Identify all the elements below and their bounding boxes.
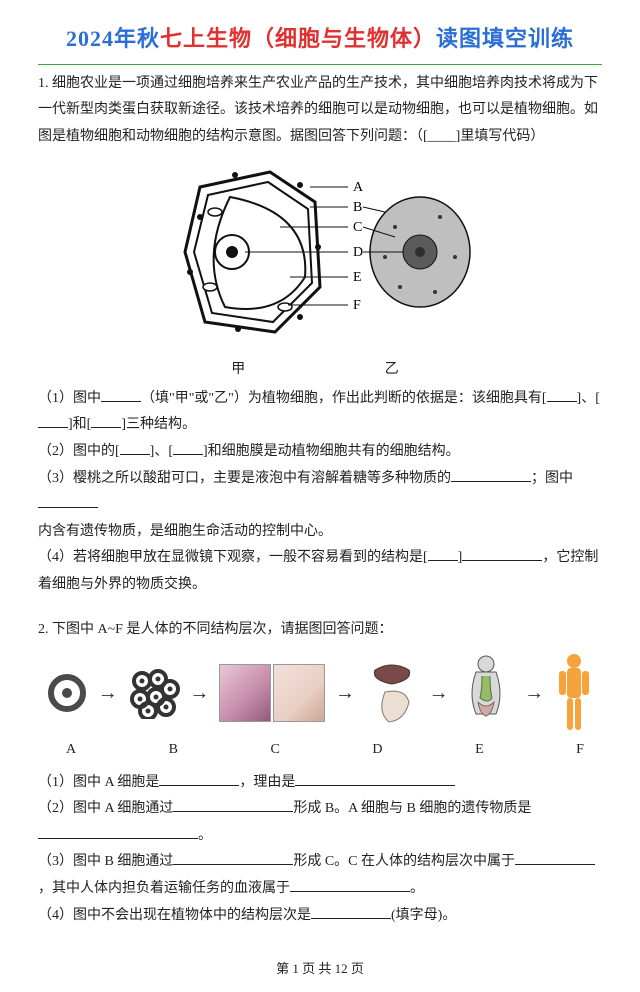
q2-figure: → → → → xyxy=(38,651,602,735)
q1-4-a: （4）若将细胞甲放在显微镜下观察，一般不容易看到的结构是[ xyxy=(38,550,428,565)
q1-1: （1）图中 （填"甲"或"乙"）为植物细胞，作出此判断的依据是：该细胞具有[ ]、[… xyxy=(38,386,602,439)
footer-total: 12 xyxy=(335,961,348,976)
q1-3: （3）樱桃之所以酸甜可口，主要是液泡中有溶解着糖等多种物质的 ；图中 内含有遗传物… xyxy=(38,466,602,546)
q1-caption: 甲 乙 xyxy=(38,357,602,384)
blank[interactable] xyxy=(295,771,455,786)
blank[interactable] xyxy=(173,797,293,812)
worksheet-page: 2024年秋七上生物（细胞与生物体）读图填空训练 1. 细胞农业是一项通过细胞培… xyxy=(0,0,640,992)
q2-1-b: ，理由是 xyxy=(239,775,295,790)
label-E: E xyxy=(353,270,362,285)
q2-1-a: （1）图中 A 细胞是 xyxy=(38,775,159,790)
blank[interactable] xyxy=(101,387,141,402)
tissue-c-icon xyxy=(219,664,325,722)
blank[interactable] xyxy=(451,467,531,482)
q2-labels: A B C D E F xyxy=(38,737,602,764)
blank[interactable] xyxy=(38,413,68,428)
system-e-icon xyxy=(458,654,514,732)
q1-3-a: （3）樱桃之所以酸甜可口，主要是液泡中有溶解着糖等多种物质的 xyxy=(38,471,451,486)
blank[interactable] xyxy=(120,440,150,455)
q1-1-a: （1）图中 xyxy=(38,391,101,406)
blank[interactable] xyxy=(547,387,577,402)
q1-1-c: ]、[ xyxy=(577,391,600,406)
q1-1-d: ]和[ xyxy=(68,417,91,432)
spacer xyxy=(38,599,602,617)
q1-2-a: （2）图中的[ xyxy=(38,444,120,459)
arrow-icon: → xyxy=(524,674,544,712)
q2-3: （3）图中 B 细胞通过 形成 C。C 在人体的结构层次中属于，其中人体内担负着运… xyxy=(38,849,602,902)
q2-label-c: C xyxy=(271,737,280,764)
footer-c: 页 xyxy=(348,961,364,976)
q1-2-c: ]和细胞膜是动植物细胞共有的细胞结构。 xyxy=(203,444,460,459)
q2-2-c: 。 xyxy=(198,828,212,843)
caption-jia: 甲 xyxy=(168,357,308,384)
label-D: D xyxy=(353,245,363,260)
blank[interactable] xyxy=(515,850,595,865)
q2-3-d: 。 xyxy=(410,881,424,896)
label-F: F xyxy=(353,298,361,313)
q2-label-e: E xyxy=(475,737,484,764)
q2-4-b: (填字母)。 xyxy=(391,908,456,923)
q1-1-b: （填"甲"或"乙"）为植物细胞，作出此判断的依据是：该细胞具有[ xyxy=(141,391,547,406)
title-year: 2024年秋 xyxy=(66,26,160,51)
q1-1-e: ]三种结构。 xyxy=(121,417,196,432)
cell-a-icon xyxy=(46,672,88,714)
blank[interactable] xyxy=(173,440,203,455)
footer-a: 第 xyxy=(276,961,292,976)
cells-b-icon xyxy=(128,667,180,719)
organ-d-icon xyxy=(365,658,419,728)
q1-figure: A B C D E F 甲 乙 xyxy=(38,157,602,384)
q2-4-a: （4）图中不会出现在植物体中的结构层次是 xyxy=(38,908,311,923)
q1-intro: 1. 细胞农业是一项通过细胞培养来生产农业产品的生产技术，其中细胞培养肉技术将成… xyxy=(38,71,602,151)
footer-b: 页 共 xyxy=(299,961,335,976)
blank[interactable] xyxy=(290,877,410,892)
q2-label-b: B xyxy=(169,737,178,764)
q1-3-b: ；图中 xyxy=(531,471,573,486)
arrow-icon: → xyxy=(98,674,118,712)
q2-label-a: A xyxy=(66,737,76,764)
title-suffix: 读图填空训练 xyxy=(436,26,574,51)
q2-2: （2）图中 A 细胞通过 形成 B。A 细胞与 B 细胞的遗传物质是。 xyxy=(38,796,602,849)
label-B: B xyxy=(353,200,362,215)
q1-4: （4）若将细胞甲放在显微镜下观察，一般不容易看到的结构是[]，它控制着细胞与外界… xyxy=(38,545,602,598)
q1-3-c: 内含有遗传物质，是细胞生命活动的控制中心。 xyxy=(38,524,332,539)
arrow-icon: → xyxy=(189,674,209,712)
q2-3-a: （3）图中 B 细胞通过 xyxy=(38,854,173,869)
q2-intro: 2. 下图中 A~F 是人体的不同结构层次，请据图回答问题： xyxy=(38,617,602,644)
q1-2-b: ]、[ xyxy=(150,444,173,459)
q2-3-c: ，其中人体内担负着运输任务的血液属于 xyxy=(38,881,290,896)
q2-2-b: 形成 B。A 细胞与 B 细胞的遗传物质是 xyxy=(293,801,531,816)
blank[interactable] xyxy=(311,904,391,919)
blank[interactable] xyxy=(38,824,198,839)
blank[interactable] xyxy=(91,413,121,428)
q2-label-d: D xyxy=(372,737,382,764)
label-A: A xyxy=(353,180,364,195)
human-f-icon xyxy=(554,651,594,735)
blank[interactable] xyxy=(159,771,239,786)
q2-4: （4）图中不会出现在植物体中的结构层次是 (填字母)。 xyxy=(38,903,602,930)
arrow-icon: → xyxy=(429,674,449,712)
blank[interactable] xyxy=(38,493,98,508)
q2-3-b: 形成 C。C 在人体的结构层次中属于 xyxy=(293,854,515,869)
blank[interactable] xyxy=(428,546,458,561)
label-C: C xyxy=(353,220,362,235)
arrow-icon: → xyxy=(335,674,355,712)
title-subject: 七上生物（细胞与生物体） xyxy=(160,26,436,51)
cell-diagram-svg: A B C D E F xyxy=(160,157,480,347)
blank[interactable] xyxy=(462,546,542,561)
q2-1: （1）图中 A 细胞是 ，理由是 xyxy=(38,770,602,797)
q2-label-f: F xyxy=(576,737,584,764)
page-footer: 第 1 页 共 12 页 xyxy=(38,957,602,982)
caption-yi: 乙 xyxy=(312,357,472,384)
q2-2-a: （2）图中 A 细胞通过 xyxy=(38,801,173,816)
page-title: 2024年秋七上生物（细胞与生物体）读图填空训练 xyxy=(38,18,602,65)
blank[interactable] xyxy=(173,850,293,865)
q1-2: （2）图中的[ ]、[ ]和细胞膜是动植物细胞共有的细胞结构。 xyxy=(38,439,602,466)
